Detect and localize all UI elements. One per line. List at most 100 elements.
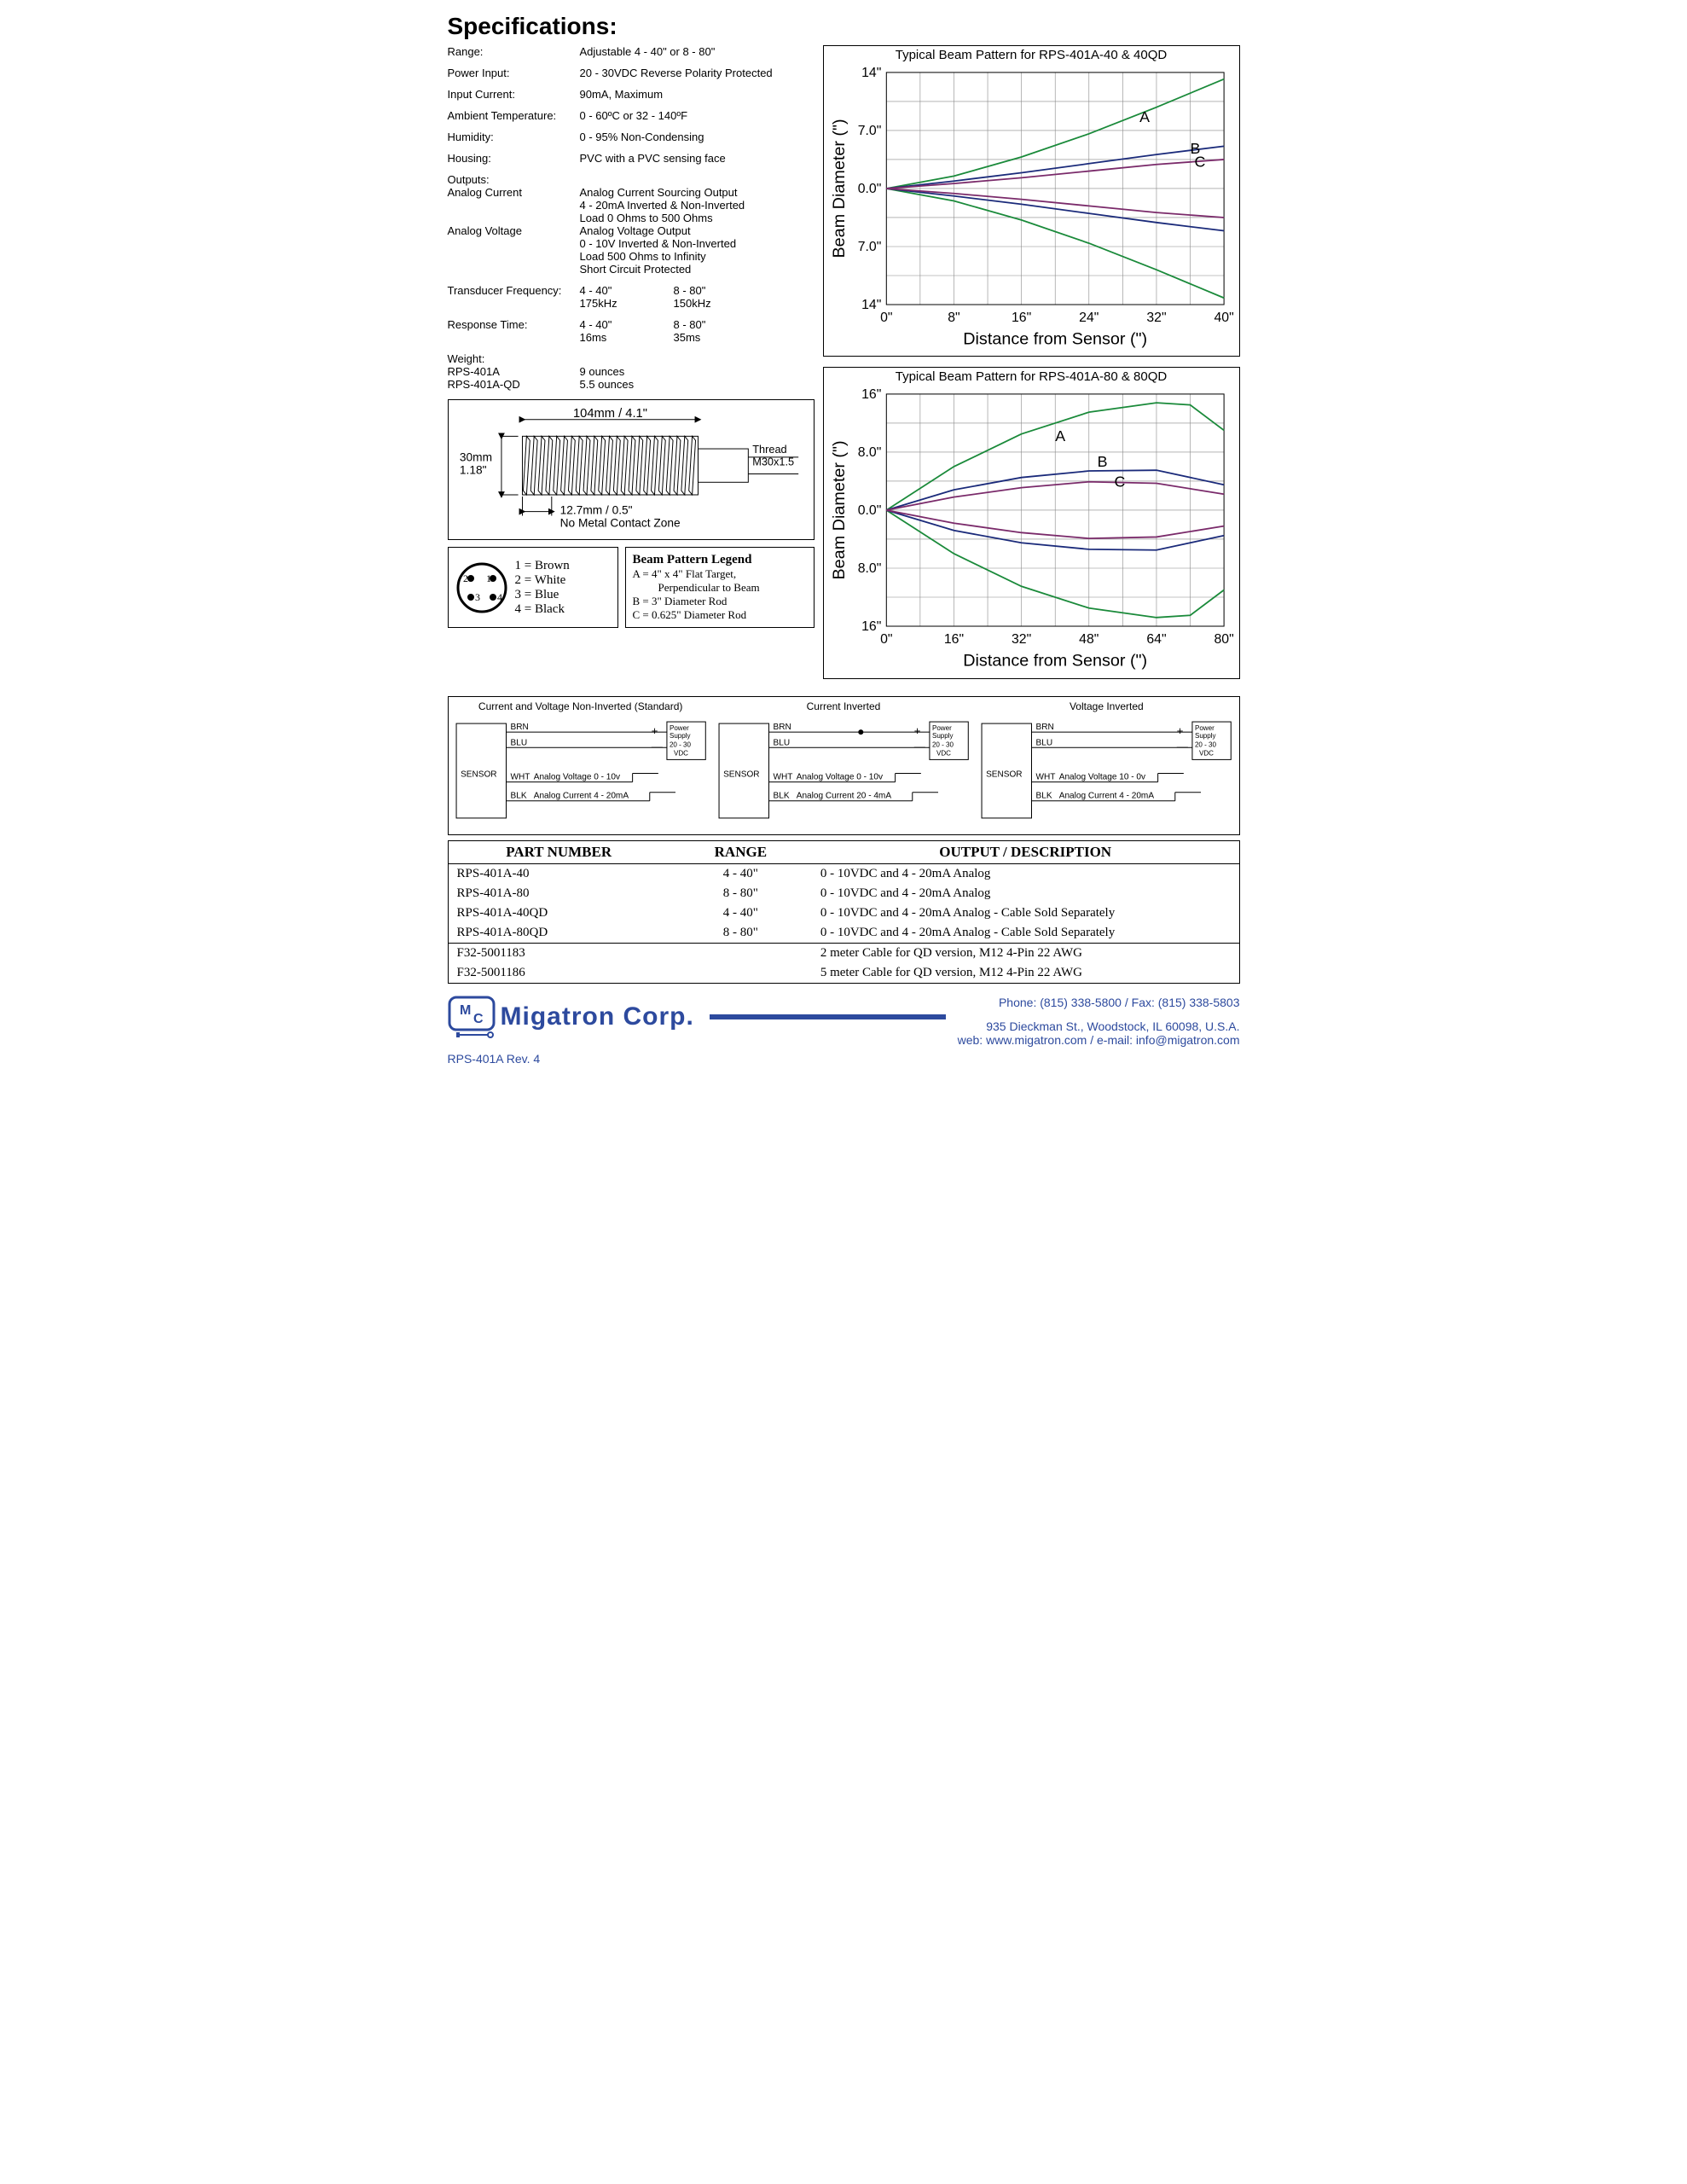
svg-text:BRN: BRN xyxy=(773,723,791,732)
svg-text:+: + xyxy=(1177,724,1184,737)
svg-text:0": 0" xyxy=(880,311,892,325)
svg-text:30mm1.18": 30mm1.18" xyxy=(459,451,491,477)
svg-text:A: A xyxy=(1139,108,1150,125)
svg-text:BLU: BLU xyxy=(773,738,790,747)
svg-text:WHT: WHT xyxy=(510,772,530,781)
spec-outputs-label: Outputs: xyxy=(448,173,815,186)
svg-text:48": 48" xyxy=(1079,632,1099,647)
svg-text:12.7mm / 0.5"No Metal Contact: 12.7mm / 0.5"No Metal Contact Zone xyxy=(559,504,680,530)
svg-text:M: M xyxy=(460,1003,471,1018)
svg-text:80": 80" xyxy=(1214,632,1233,647)
svg-text:20 - 30: 20 - 30 xyxy=(669,741,691,748)
svg-text:14": 14" xyxy=(861,66,881,80)
svg-text:—: — xyxy=(651,740,663,752)
svg-text:32": 32" xyxy=(1146,311,1166,325)
svg-text:—: — xyxy=(914,740,926,752)
svg-text:8": 8" xyxy=(948,311,959,325)
svg-text:C: C xyxy=(473,1012,484,1026)
beam-legend: Beam Pattern Legend A = 4" x 4" Flat Tar… xyxy=(625,547,815,628)
svg-text:16": 16" xyxy=(1012,311,1031,325)
logo-icon: M C xyxy=(448,996,496,1038)
spec-power: Power Input:20 - 30VDC Reverse Polarity … xyxy=(448,67,815,79)
spec-current: Input Current:90mA, Maximum xyxy=(448,88,815,101)
chart-beam-80: Typical Beam Pattern for RPS-401A-80 & 8… xyxy=(823,367,1240,678)
svg-text:16": 16" xyxy=(943,632,963,647)
svg-text:20 - 30: 20 - 30 xyxy=(932,741,954,748)
svg-text:Beam Diameter ("): Beam Diameter (") xyxy=(829,441,848,580)
spec-freq: Transducer Frequency: 4 - 40"175kHz8 - 8… xyxy=(448,284,815,310)
svg-text:Supply: Supply xyxy=(1195,732,1216,740)
svg-text:24": 24" xyxy=(1079,311,1099,325)
svg-text:VDC: VDC xyxy=(673,749,687,757)
svg-text:Beam Diameter ("): Beam Diameter (") xyxy=(829,119,848,258)
svg-text:SENSOR: SENSOR xyxy=(986,770,1023,779)
svg-text:1: 1 xyxy=(486,572,491,584)
svg-text:0.0": 0.0" xyxy=(857,503,881,518)
dim-length: 104mm / 4.1" xyxy=(573,407,647,421)
svg-text:8.0": 8.0" xyxy=(857,561,881,576)
svg-text:0": 0" xyxy=(880,632,892,647)
svg-text:BLK: BLK xyxy=(510,792,526,801)
svg-text:+: + xyxy=(914,724,921,737)
svg-text:—: — xyxy=(1177,740,1189,752)
svg-text:SENSOR: SENSOR xyxy=(723,770,760,779)
svg-text:32": 32" xyxy=(1012,632,1031,647)
svg-text:BLK: BLK xyxy=(773,792,789,801)
svg-text:Power: Power xyxy=(1195,724,1215,732)
svg-text:BRN: BRN xyxy=(1036,723,1054,732)
svg-text:2: 2 xyxy=(463,572,468,584)
svg-text:7.0": 7.0" xyxy=(857,240,881,254)
svg-text:B: B xyxy=(1097,453,1107,470)
svg-text:Analog Current 20 - 4mA: Analog Current 20 - 4mA xyxy=(797,792,892,801)
svg-text:BLU: BLU xyxy=(1036,738,1053,747)
svg-text:ThreadM30x1.5: ThreadM30x1.5 xyxy=(752,443,794,468)
pin-legend: 1 2 3 4 1 = Brown2 = White3 = Blue4 = Bl… xyxy=(448,547,618,628)
spec-weight: Weight: xyxy=(448,352,815,365)
svg-text:C: C xyxy=(1114,473,1125,491)
svg-text:20 - 30: 20 - 30 xyxy=(1195,741,1217,748)
svg-text:16": 16" xyxy=(861,619,881,634)
svg-text:4: 4 xyxy=(497,591,502,603)
svg-text:WHT: WHT xyxy=(773,772,792,781)
svg-text:7.0": 7.0" xyxy=(857,124,881,138)
svg-text:Analog Current 4 - 20mA: Analog Current 4 - 20mA xyxy=(1059,792,1155,801)
svg-text:40": 40" xyxy=(1214,311,1233,325)
chart-beam-40: Typical Beam Pattern for RPS-401A-40 & 4… xyxy=(823,45,1240,357)
svg-text:Analog Current 4 - 20mA: Analog Current 4 - 20mA xyxy=(533,792,629,801)
svg-text:Distance from Sensor ("): Distance from Sensor (") xyxy=(963,652,1147,671)
spec-housing: Housing:PVC with a PVC sensing face xyxy=(448,152,815,165)
svg-text:A: A xyxy=(1055,428,1065,445)
svg-text:3: 3 xyxy=(475,591,480,603)
svg-text:16": 16" xyxy=(861,387,881,402)
company-name: Migatron Corp. xyxy=(501,1002,703,1031)
spec-resp: Response Time: 4 - 40"16ms8 - 80"35ms xyxy=(448,318,815,344)
svg-text:Analog Voltage 0 - 10v: Analog Voltage 0 - 10v xyxy=(533,772,619,781)
page-title: Specifications: xyxy=(448,13,1240,40)
wiring-diagrams: Current and Voltage Non-Inverted (Standa… xyxy=(448,696,1240,835)
svg-text:0.0": 0.0" xyxy=(857,182,881,196)
svg-text:Analog Voltage 0 - 10v: Analog Voltage 0 - 10v xyxy=(797,772,883,781)
svg-text:Power: Power xyxy=(669,724,688,732)
spec-analog-current: Analog Current Analog Current Sourcing O… xyxy=(448,186,815,224)
svg-text:+: + xyxy=(651,724,658,737)
parts-table: PART NUMBER RANGE OUTPUT / DESCRIPTION R… xyxy=(448,840,1240,984)
svg-text:Power: Power xyxy=(932,724,952,732)
svg-text:BLK: BLK xyxy=(1036,792,1052,801)
svg-text:14": 14" xyxy=(861,298,881,312)
svg-text:Supply: Supply xyxy=(932,732,954,740)
svg-text:64": 64" xyxy=(1146,632,1166,647)
svg-text:BLU: BLU xyxy=(510,738,527,747)
spec-range: Range:Adjustable 4 - 40" or 8 - 80" xyxy=(448,45,815,58)
svg-text:VDC: VDC xyxy=(936,749,951,757)
svg-text:Supply: Supply xyxy=(669,732,690,740)
svg-text:VDC: VDC xyxy=(1199,749,1214,757)
svg-text:C: C xyxy=(1194,154,1205,171)
svg-text:Distance from Sensor ("): Distance from Sensor (") xyxy=(963,330,1147,349)
dimension-drawing: 104mm / 4.1" ThreadM30x1.5 30mm1.18" 12.… xyxy=(448,399,815,540)
spec-temp: Ambient Temperature:0 - 60ºC or 32 - 140… xyxy=(448,109,815,122)
svg-text:SENSOR: SENSOR xyxy=(461,770,497,779)
svg-text:BRN: BRN xyxy=(510,723,528,732)
svg-text:Analog Voltage 10 - 0v: Analog Voltage 10 - 0v xyxy=(1059,772,1145,781)
svg-text:8.0": 8.0" xyxy=(857,445,881,460)
footer: M C Migatron Corp. Phone: (815) 338-5800… xyxy=(448,996,1240,1066)
